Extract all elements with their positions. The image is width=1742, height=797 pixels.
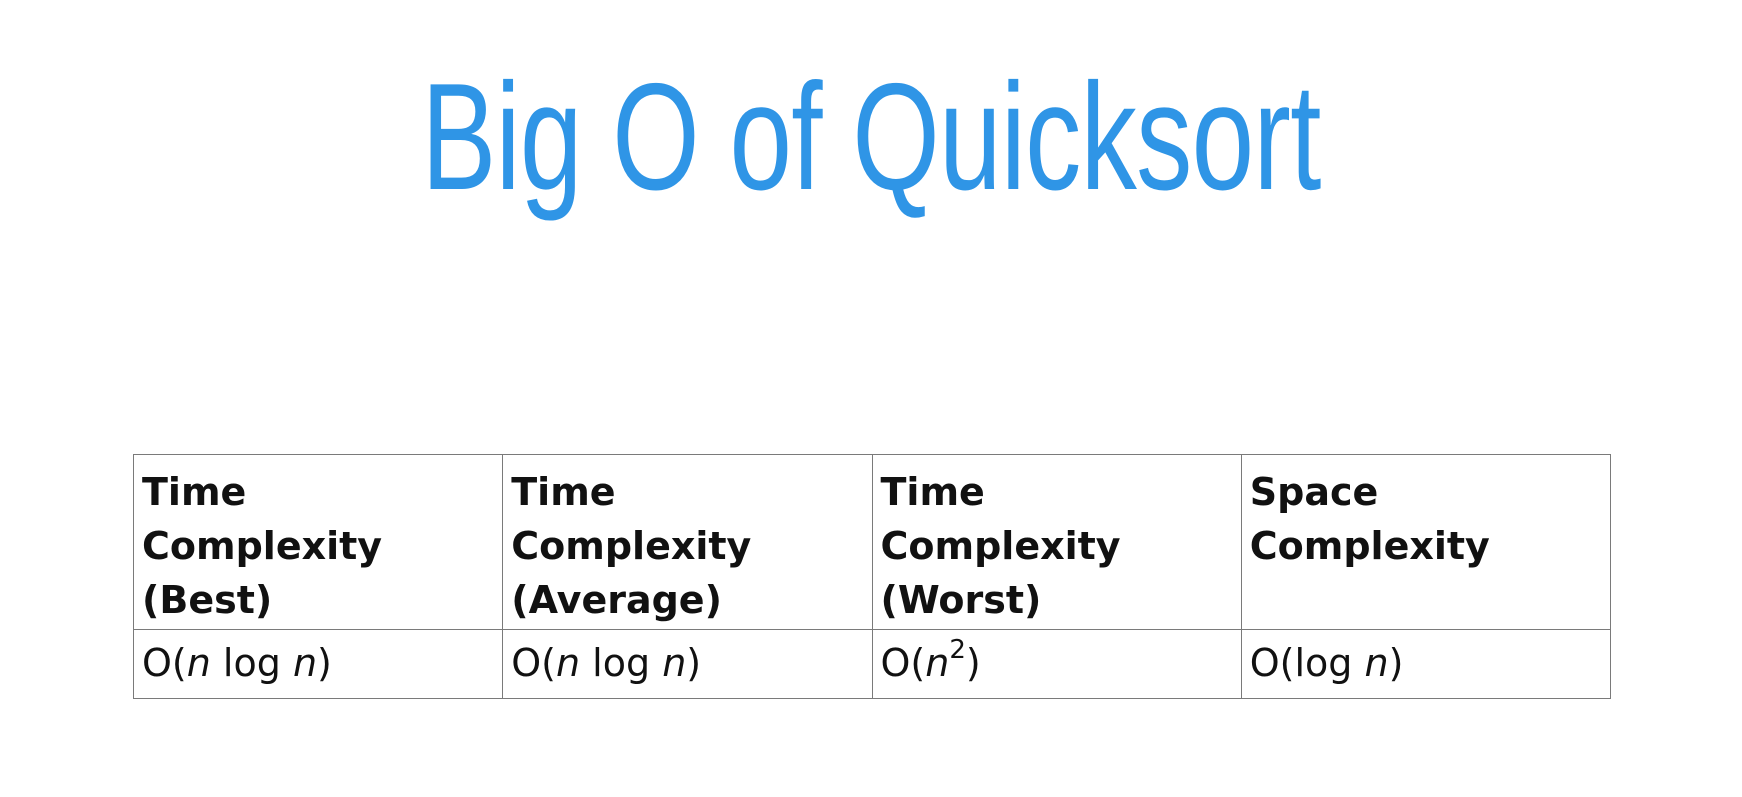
cell-exponent: 2 xyxy=(949,635,966,666)
table-header-row: Time Complexity (Best) Time Complexity (… xyxy=(132,454,1612,630)
cell-text: ) xyxy=(317,641,332,685)
cell-text: log xyxy=(580,641,663,685)
cell-time-average: O(n log n) xyxy=(502,629,873,699)
slide-title: Big O of Quicksort xyxy=(421,52,1321,222)
cell-text: O( xyxy=(142,641,187,685)
header-line: Time xyxy=(511,470,616,514)
complexity-table: Time Complexity (Best) Time Complexity (… xyxy=(132,454,1612,699)
header-line: (Average) xyxy=(511,578,722,622)
table-row: O(n log n) O(n log n) O(n2) O(log n) xyxy=(132,629,1612,699)
cell-text: log xyxy=(210,641,293,685)
cell-text: O( xyxy=(511,641,556,685)
header-line: (Best) xyxy=(142,578,273,622)
header-line: Time xyxy=(880,470,985,514)
cell-space: O(log n) xyxy=(1240,629,1612,699)
header-line: Complexity xyxy=(880,524,1121,568)
header-time-best: Time Complexity (Best) xyxy=(132,454,504,630)
header-time-worst: Time Complexity (Worst) xyxy=(871,454,1242,630)
header-line: Time xyxy=(142,470,247,514)
cell-text: ) xyxy=(965,641,981,685)
cell-text: O(log xyxy=(1249,641,1365,685)
cell-variable: n xyxy=(556,641,581,685)
header-space: Space Complexity xyxy=(1240,454,1612,630)
cell-text: O( xyxy=(880,641,926,685)
cell-variable: n xyxy=(1364,641,1389,685)
cell-variable: n xyxy=(292,641,318,685)
cell-time-best: O(n log n) xyxy=(132,629,504,699)
cell-variable: n xyxy=(186,641,211,685)
cell-variable: n xyxy=(662,641,687,685)
cell-text: ) xyxy=(686,641,702,685)
cell-variable: n xyxy=(925,641,950,685)
header-line: (Worst) xyxy=(880,578,1042,622)
header-line: Complexity xyxy=(511,524,752,568)
cell-time-worst: O(n2) xyxy=(871,629,1242,699)
header-time-average: Time Complexity (Average) xyxy=(502,454,873,630)
cell-text: ) xyxy=(1388,641,1404,685)
header-line: Complexity xyxy=(1249,524,1490,568)
header-line: Complexity xyxy=(142,524,383,568)
header-line: Space xyxy=(1249,470,1379,514)
